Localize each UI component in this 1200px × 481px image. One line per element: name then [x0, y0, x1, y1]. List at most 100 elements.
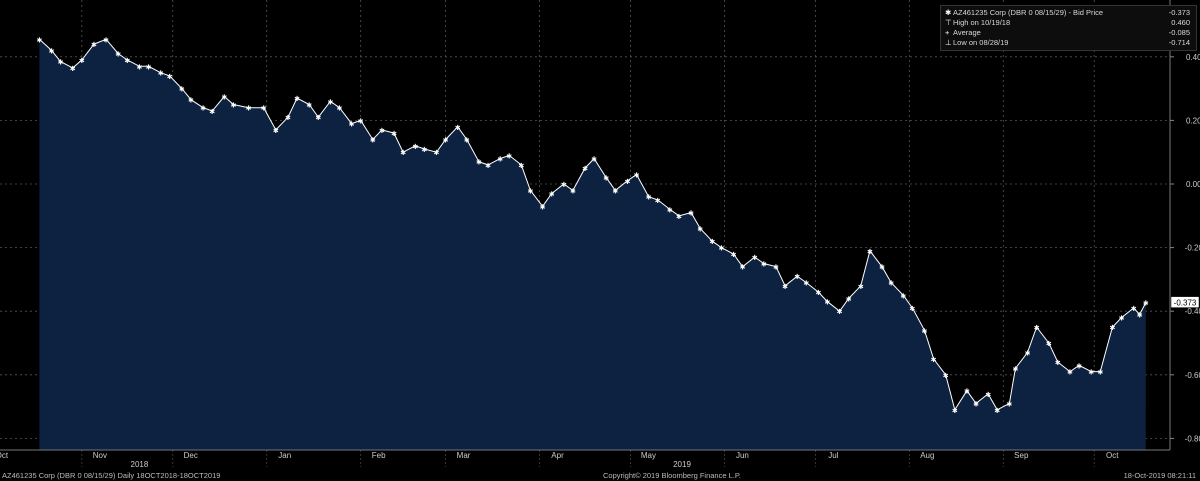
legend-value: -0.085	[1168, 28, 1190, 37]
average-icon: +	[945, 28, 950, 37]
footer-left: AZ461235 Corp (DBR 0 08/15/29) Daily 18O…	[2, 471, 221, 480]
data-point: ✱	[146, 63, 152, 71]
legend-row-high: ⊤High on 10/19/18 0.460	[945, 18, 1190, 27]
data-point: ✱	[909, 305, 915, 313]
data-point: ✱	[867, 248, 873, 256]
last-value-tag: -0.373	[1170, 296, 1200, 308]
data-point: ✱	[209, 108, 215, 116]
data-point: ✱	[591, 156, 597, 164]
data-point: ✱	[315, 114, 321, 122]
data-point: ✱	[994, 407, 1000, 415]
data-point: ✱	[540, 203, 546, 211]
data-point: ✱	[443, 136, 449, 144]
data-point: ✱	[1046, 340, 1052, 348]
data-point: ✱	[676, 213, 682, 221]
data-point: ✱	[358, 117, 364, 125]
data-point: ✱	[761, 261, 767, 269]
data-point: ✱	[561, 181, 567, 189]
y-tick-label: 0.000	[1186, 180, 1200, 189]
data-point: ✱	[1076, 362, 1082, 370]
x-year-label: 2019	[673, 460, 691, 469]
y-tick-label: -0.600	[1185, 371, 1200, 380]
legend-row-series: ✱ AZ461235 Corp (DBR 0 08/15/29) - Bid Pr…	[945, 8, 1190, 17]
data-point: ✱	[412, 143, 418, 151]
data-point: ✱	[1055, 359, 1061, 367]
star-icon: ✱	[945, 8, 952, 17]
data-point: ✱	[825, 299, 831, 307]
low-icon: ⊥	[945, 38, 952, 47]
data-point: ✱	[179, 86, 185, 94]
y-tick-label: -0.400	[1185, 307, 1200, 316]
data-point: ✱	[246, 105, 252, 113]
data-point: ✱	[846, 295, 852, 303]
data-point: ✱	[1119, 315, 1125, 323]
data-point: ✱	[964, 388, 970, 396]
data-point: ✱	[136, 63, 142, 71]
x-tick-label: Jul	[828, 451, 838, 460]
data-point: ✱	[718, 245, 724, 253]
legend-value: -0.714	[1168, 38, 1190, 47]
data-point: ✱	[1067, 369, 1073, 377]
data-point: ✱	[655, 197, 661, 205]
legend-row-low: ⊥Low on 08/28/19 -0.714	[945, 38, 1190, 47]
legend-label: Low on 08/28/19	[953, 38, 1009, 47]
legend-value: 0.460	[1171, 18, 1190, 27]
data-point: ✱	[188, 97, 194, 105]
series-line	[39, 38, 1147, 412]
data-point: ✱	[528, 187, 534, 195]
data-point: ✱	[167, 73, 173, 81]
data-point: ✱	[285, 114, 291, 122]
data-point: ✱	[570, 187, 576, 195]
data-point: ✱	[464, 136, 470, 144]
data-point: ✱	[349, 121, 355, 129]
data-point: ✱	[1088, 369, 1094, 377]
data-point: ✱	[815, 289, 821, 297]
data-point: ✱	[1143, 300, 1149, 308]
data-point: ✱	[506, 152, 512, 160]
data-point: ✱	[327, 98, 333, 106]
data-point: ✱	[794, 273, 800, 281]
data-point: ✱	[1137, 311, 1143, 319]
x-tick-label: Mar	[457, 451, 471, 460]
data-point: ✱	[124, 57, 130, 65]
x-axis: Oct Nov Dec Jan Feb Mar Apr May Jun Jul Aug Sep Oct 2…	[0, 449, 1170, 469]
data-point: ✱	[58, 59, 64, 67]
last-value-label: -0.373	[1174, 299, 1197, 308]
data-point: ✱	[379, 127, 385, 135]
data-point: ✱	[773, 264, 779, 272]
data-point: ✱	[230, 102, 236, 110]
data-point: ✱	[1025, 350, 1031, 358]
data-point: ✱	[900, 292, 906, 300]
x-tick-label: Aug	[920, 451, 934, 460]
data-point: ✱	[370, 136, 376, 144]
data-point: ✱	[221, 94, 227, 102]
footer-center: Copyright© 2019 Bloomberg Finance L.P.	[603, 471, 741, 480]
data-point: ✱	[888, 280, 894, 288]
series-marks: ✱ ✱ ✱ ✱ ✱ ✱ ✱ ✱ ✱ ✱ ✱ ✱ ✱ ✱ ✱ ✱ ✱ ✱ ✱ ✱ ✱ ✱ ✱ ✱ ✱ ✱ ✱ ✱ ✱ ✱ ✱ ✱ ✱ ✱ ✱ ✱ ✱ ✱ ✱ ✱…	[36, 36, 1148, 414]
x-tick-label: Jun	[736, 451, 749, 460]
footer-right: 18-Oct-2019 08:21:11	[1123, 471, 1196, 480]
data-point: ✱	[1131, 305, 1137, 313]
x-tick-label: Oct	[1106, 451, 1119, 460]
data-point: ✱	[1006, 400, 1012, 408]
legend-label: High on 10/19/18	[953, 18, 1011, 27]
data-point: ✱	[697, 226, 703, 234]
data-point: ✱	[646, 194, 652, 202]
x-tick-label: Nov	[93, 451, 107, 460]
data-point: ✱	[485, 162, 491, 170]
y-tick-label: 0.400	[1186, 53, 1200, 62]
data-point: ✱	[603, 175, 609, 183]
data-point: ✱	[612, 187, 618, 195]
data-point: ✱	[400, 149, 406, 157]
data-point: ✱	[421, 146, 427, 154]
data-point: ✱	[273, 127, 279, 135]
y-tick-label: -0.800	[1185, 434, 1200, 443]
data-point: ✱	[688, 210, 694, 218]
legend: ✱ AZ461235 Corp (DBR 0 08/15/29) - Bid Pr…	[940, 5, 1197, 51]
data-point: ✱	[1097, 369, 1103, 377]
data-point: ✱	[70, 65, 76, 73]
data-point: ✱	[858, 283, 864, 291]
data-point: ✱	[294, 95, 300, 103]
data-point: ✱	[549, 191, 555, 199]
